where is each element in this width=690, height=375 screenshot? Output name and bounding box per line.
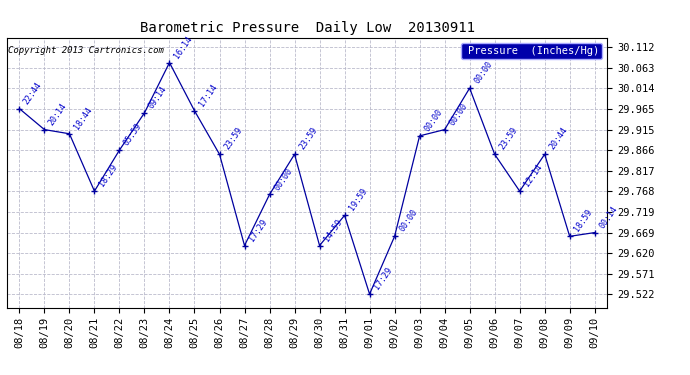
Text: 00:14: 00:14: [598, 204, 619, 230]
Text: 20:14: 20:14: [47, 101, 69, 127]
Text: 09:14: 09:14: [147, 84, 169, 110]
Text: 00:00: 00:00: [397, 208, 419, 234]
Text: 00:00: 00:00: [447, 101, 469, 127]
Text: 18:44: 18:44: [72, 105, 94, 131]
Text: 16:14: 16:14: [172, 34, 194, 60]
Text: 00:00: 00:00: [273, 166, 294, 192]
Text: Copyright 2013 Cartronics.com: Copyright 2013 Cartronics.com: [8, 46, 164, 55]
Text: 00:00: 00:00: [422, 108, 444, 133]
Text: 20:44: 20:44: [547, 126, 569, 152]
Text: 14:59: 14:59: [322, 217, 344, 243]
Text: 17:29: 17:29: [373, 266, 394, 291]
Text: 18:29: 18:29: [97, 163, 119, 188]
Text: 22:44: 22:44: [22, 80, 44, 106]
Text: 18:59: 18:59: [573, 208, 594, 234]
Title: Barometric Pressure  Daily Low  20130911: Barometric Pressure Daily Low 20130911: [139, 21, 475, 35]
Text: 00:00: 00:00: [473, 60, 494, 86]
Text: 17:14: 17:14: [197, 82, 219, 108]
Text: 23:59: 23:59: [297, 126, 319, 152]
Text: 23:59: 23:59: [497, 126, 519, 152]
Text: 19:59: 19:59: [347, 187, 369, 213]
Text: 23:59: 23:59: [222, 126, 244, 152]
Text: 12:14: 12:14: [522, 163, 544, 188]
Legend: Pressure  (Inches/Hg): Pressure (Inches/Hg): [462, 43, 602, 59]
Text: 17:29: 17:29: [247, 217, 269, 243]
Text: 05:59: 05:59: [122, 122, 144, 147]
